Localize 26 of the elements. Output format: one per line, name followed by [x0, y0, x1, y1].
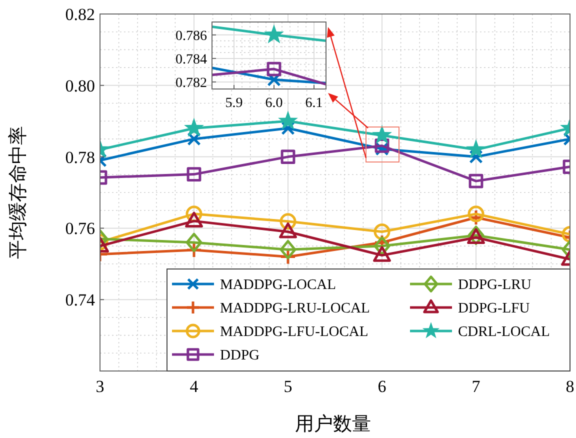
legend-label: MADDPG-LOCAL	[220, 277, 336, 293]
x-tick-label: 3	[96, 377, 104, 396]
y-tick-label: 0.74	[65, 290, 96, 310]
y-tick-label: 0.784	[176, 52, 207, 68]
y-tick-label: 0.78	[65, 148, 95, 167]
y-tick-label: 0.80	[65, 76, 95, 96]
x-tick-label: 7	[472, 377, 481, 396]
y-tick-label: 0.82	[65, 4, 95, 24]
legend-label: MADDPG-LRU-LOCAL	[220, 300, 370, 316]
x-tick-label: 5	[284, 377, 292, 396]
x-axis-title: 用户数量	[295, 413, 371, 435]
x-tick-label: 4	[190, 377, 199, 396]
y-tick-label: 0.786	[176, 28, 207, 44]
x-tick-label: 6	[378, 377, 386, 396]
x-tick-label: 6.1	[305, 96, 323, 111]
y-axis-title: 平均缓存命中率	[7, 126, 29, 259]
legend-label: CDRL-LOCAL	[458, 324, 550, 340]
x-tick-label: 5.9	[225, 96, 243, 111]
y-tick-label: 0.782	[176, 76, 207, 91]
legend-label: MADDPG-LFU-LOCAL	[220, 324, 368, 340]
legend-label: DDPG-LFU	[458, 300, 530, 316]
legend-label: DDPG-LRU	[458, 277, 532, 293]
x-tick-label: 6.0	[265, 96, 283, 111]
y-tick-label: 0.76	[65, 219, 95, 238]
x-tick-label: 8	[566, 377, 574, 396]
legend-label: DDPG	[220, 348, 260, 364]
